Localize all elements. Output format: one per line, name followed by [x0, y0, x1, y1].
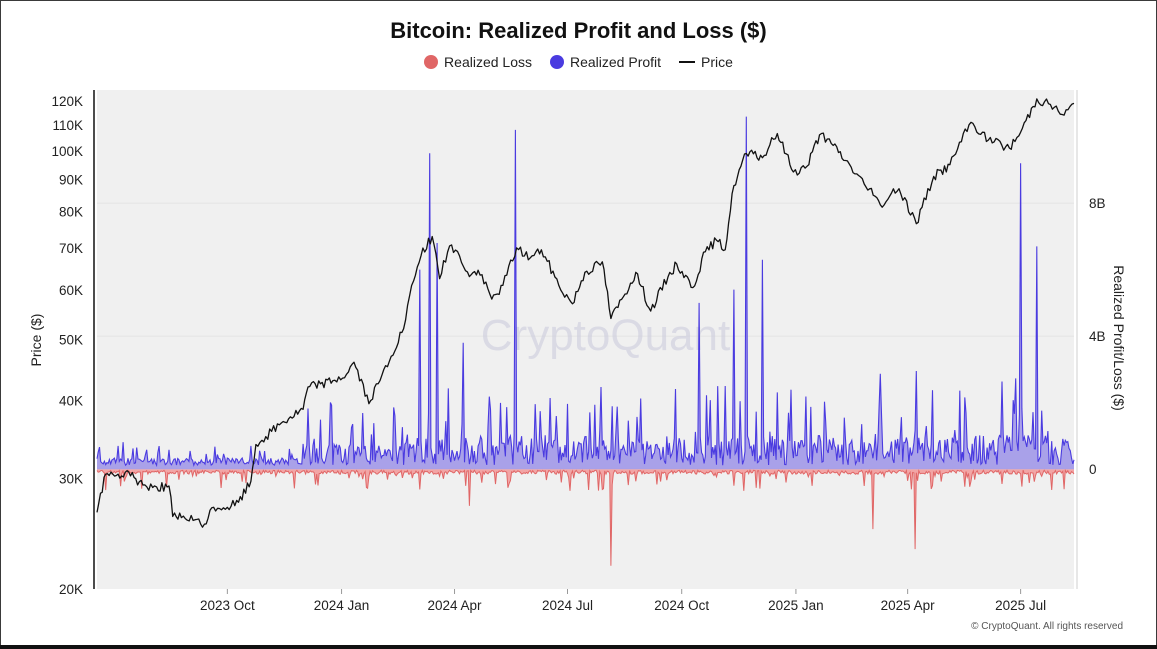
plot-background [97, 90, 1074, 589]
legend-line-icon [679, 61, 696, 63]
y-right-tick-label: 8B [1089, 196, 1106, 211]
x-tick-label: 2024 Oct [654, 598, 709, 613]
y-left-tick-label: 100K [51, 144, 83, 159]
y-axis-left-title: Price ($) [28, 313, 44, 367]
watermark-text: CryptoQuant [481, 311, 730, 360]
legend-dot-icon [549, 55, 564, 69]
x-tick-label: 2023 Oct [200, 598, 255, 613]
legend-label: Realized Profit [569, 54, 662, 70]
price-line [96, 98, 1075, 528]
chart-title: Bitcoin: Realized Profit and Loss ($) [390, 18, 767, 43]
x-tick-label: 2025 Jul [995, 598, 1046, 613]
x-tick-label: 2024 Jan [314, 598, 370, 613]
bottom-edge [0, 645, 1157, 649]
chart-legend: Realized Loss Realized Profit Price [0, 54, 1157, 70]
x-tick-label: 2025 Apr [881, 598, 936, 613]
y-left-tick-label: 120K [51, 94, 83, 109]
y-left-tick-label: 80K [59, 205, 83, 220]
y-left-tick-label: 110K [52, 118, 83, 133]
legend-dot-icon [424, 55, 439, 69]
legend-label: Realized Loss [444, 54, 532, 70]
realized-profit-line [96, 116, 1075, 468]
legend-item-realized-loss[interactable]: Realized Loss [424, 54, 532, 70]
y-left-tick-label: 50K [59, 333, 83, 348]
legend-label: Price [701, 54, 733, 70]
y-left-tick-label: 20K [59, 582, 83, 597]
x-tick-label: 2025 Jan [768, 598, 824, 613]
y-left-tick-label: 90K [59, 172, 83, 187]
x-tick-label: 2024 Apr [428, 598, 483, 613]
legend-item-price[interactable]: Price [679, 54, 733, 70]
y-right-tick-label: 0 [1089, 462, 1097, 477]
y-left-tick-label: 40K [59, 393, 83, 408]
copyright-note: © CryptoQuant. All rights reserved [971, 621, 1123, 632]
realized-loss-line [96, 468, 1075, 566]
y-axis-right-title: Realized Profit/Loss ($) [1111, 265, 1127, 411]
y-left-tick-label: 70K [59, 241, 83, 256]
legend-item-realized-profit[interactable]: Realized Profit [549, 54, 662, 70]
y-left-tick-label: 30K [59, 472, 83, 487]
y-left-tick-label: 60K [59, 283, 83, 298]
x-tick-label: 2024 Jul [542, 598, 593, 613]
y-right-tick-label: 4B [1089, 329, 1106, 344]
